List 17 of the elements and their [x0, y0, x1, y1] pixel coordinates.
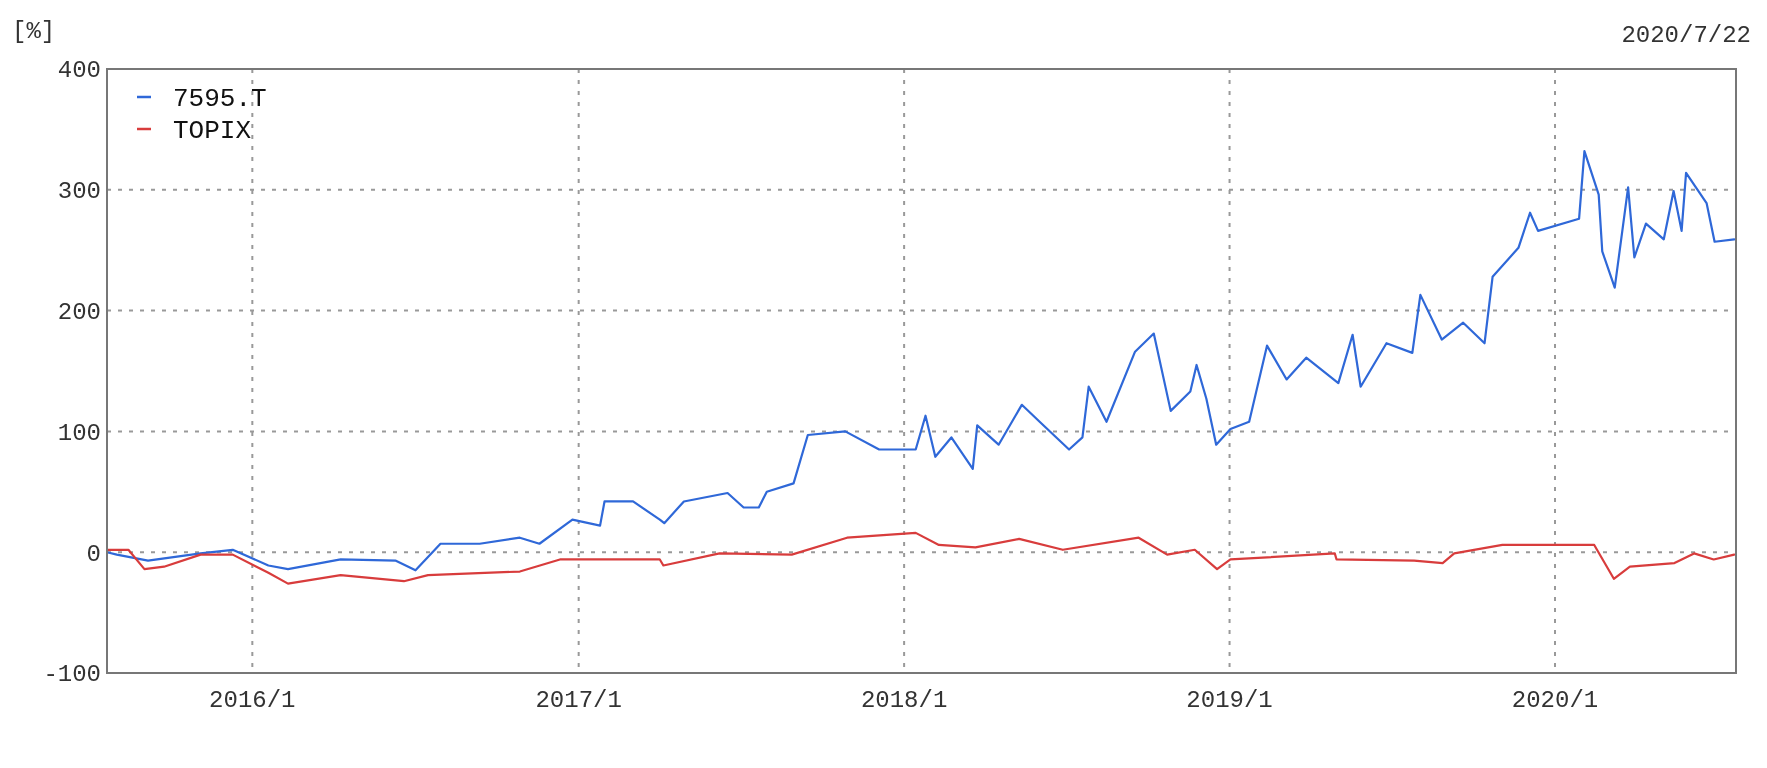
x-tick-label: 2018/1	[860, 687, 948, 714]
x-tick-label: 2016/1	[209, 687, 296, 714]
legend-label: 7595.T	[173, 84, 267, 115]
x-tick-label: 2020/1	[1511, 687, 1599, 714]
line-series	[107, 531, 1736, 585]
x-tick-label: 2017/1	[535, 687, 622, 714]
chart-subtitle: 2020/7/22	[1621, 22, 1751, 49]
x-tick-label: 2019/1	[1186, 687, 1273, 714]
y-tick-label: 100	[57, 419, 101, 447]
y-tick-label: 0	[86, 540, 101, 568]
y-tick-label: -100	[43, 661, 101, 689]
line-series	[107, 150, 1736, 572]
y-tick-label: 200	[57, 299, 101, 326]
y-axis-title: [%]	[12, 18, 56, 45]
y-tick-label: 400	[57, 57, 101, 85]
y-tick-label: 300	[57, 178, 101, 206]
legend-label: TOPIX	[173, 116, 252, 147]
